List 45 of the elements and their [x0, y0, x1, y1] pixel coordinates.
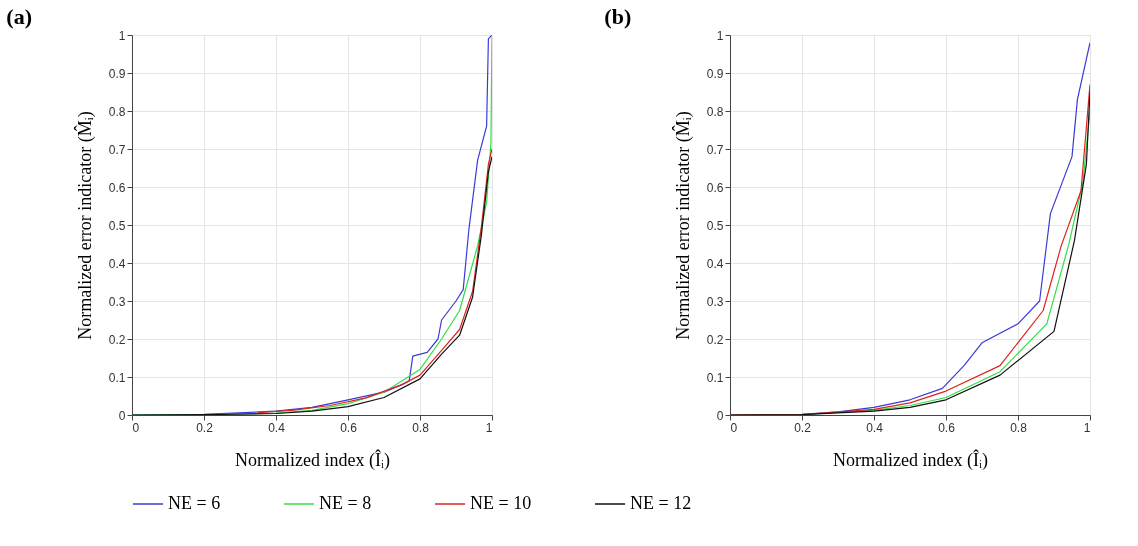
legend-label: NE = 10 [470, 493, 532, 513]
legend-label: NE = 12 [630, 493, 692, 513]
y-tick-label: 0.3 [706, 294, 724, 309]
y-tick-label: 0.7 [706, 142, 724, 157]
y-tick-label: 0.7 [108, 142, 126, 157]
y-tick-label: 0.2 [706, 332, 724, 347]
x-tick-label: 0.2 [196, 420, 214, 435]
y-tick-label: 0 [716, 408, 724, 423]
y-tick-label: 1 [716, 28, 724, 43]
y-tick-label: 0.5 [706, 218, 724, 233]
legend-label: NE = 8 [319, 493, 372, 513]
y-tick-label: 0 [118, 408, 126, 423]
y-tick-label: 0.4 [108, 256, 126, 271]
chart-title: (b) [604, 4, 632, 29]
x-tick-label: 0.2 [794, 420, 812, 435]
y-tick-label: 0.1 [706, 370, 724, 385]
line-series [257, 148, 492, 414]
x-tick-label: 0.6 [340, 420, 358, 435]
y-tick-label: 0.3 [108, 294, 126, 309]
chart-title: (a) [6, 4, 32, 29]
x-tick-label: 0 [132, 420, 140, 435]
x-tick-label: 1 [485, 420, 493, 435]
legend-label: NE = 6 [168, 493, 221, 513]
x-tick-label: 0 [730, 420, 738, 435]
y-tick-label: 0.4 [706, 256, 724, 271]
y-tick-label: 0.2 [108, 332, 126, 347]
y-tick-label: 1 [118, 28, 126, 43]
y-axis-title: Normalized error indicator (M̂ᵢ) [74, 111, 96, 340]
x-tick-label: 0.4 [268, 420, 286, 435]
y-axis-title: Normalized error indicator (M̂ᵢ) [672, 111, 694, 340]
y-tick-label: 0.6 [108, 180, 126, 195]
x-tick-label: 0.6 [938, 420, 956, 435]
y-tick-label: 0.8 [706, 104, 724, 119]
y-tick-label: 0.1 [108, 370, 126, 385]
x-tick-label: 0.8 [412, 420, 430, 435]
x-tick-label: 0.8 [1010, 420, 1028, 435]
y-tick-label: 0.9 [706, 66, 724, 81]
y-tick-label: 0.5 [108, 218, 126, 233]
x-axis-title: Normalized index (Îᵢ) [833, 448, 988, 471]
x-tick-label: 0.4 [866, 420, 884, 435]
y-tick-label: 0.6 [706, 180, 724, 195]
x-axis-title: Normalized index (Îᵢ) [235, 448, 390, 471]
y-tick-label: 0.8 [108, 104, 126, 119]
y-tick-label: 0.9 [108, 66, 126, 81]
x-tick-label: 1 [1083, 420, 1091, 435]
